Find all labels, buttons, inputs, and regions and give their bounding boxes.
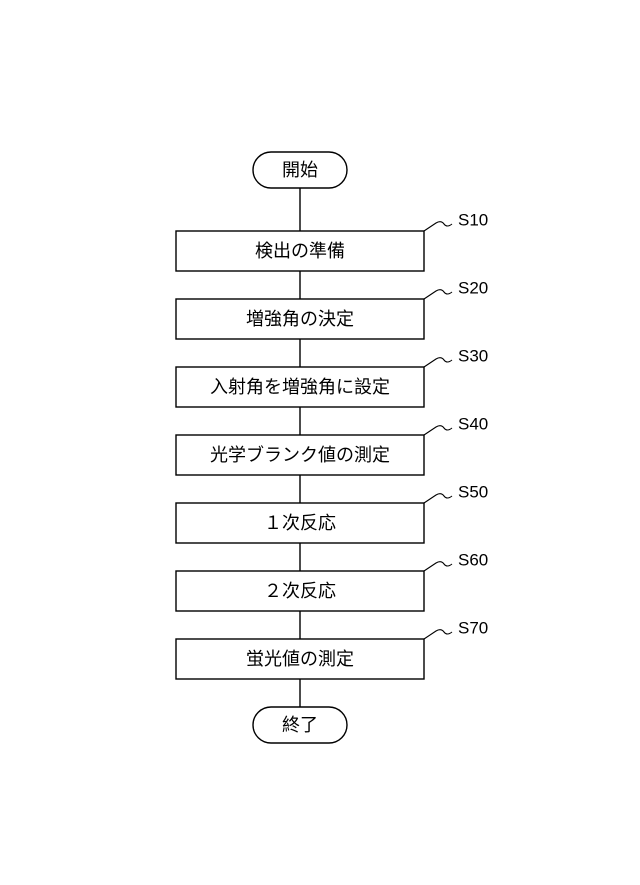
step-id: S20 [458,278,488,297]
flowchart-svg: 開始検出の準備 S10 増強角の決定 S20 入射角を増強角に設定 S30 光学ブランク値の… [0,0,640,885]
step-id: S60 [458,550,488,569]
process-label: ２次反応 [264,581,336,601]
process-step: ２次反応 [176,571,424,611]
step-id: S30 [458,346,488,365]
process-label: 蛍光値の測定 [246,649,354,669]
end-terminator: 終了 [253,707,347,743]
step-leader [424,630,452,639]
flowchart-page: { "flowchart": { "canvas": { "width": 64… [0,0,640,885]
process-label: １次反応 [264,513,336,533]
process-step: 検出の準備 [176,231,424,271]
step-leader [424,290,452,299]
step-leader [424,426,452,435]
process-label: 入射角を増強角に設定 [210,377,390,397]
process-label: 検出の準備 [255,241,345,261]
step-id: S70 [458,618,488,637]
end-label: 終了 [282,715,318,735]
process-step: 光学ブランク値の測定 [176,435,424,475]
process-label: 光学ブランク値の測定 [210,444,390,465]
step-leader [424,562,452,571]
step-id: S50 [458,482,488,501]
start-label: 開始 [282,160,318,180]
step-leader [424,358,452,367]
process-step: 蛍光値の測定 [176,639,424,679]
process-step: 増強角の決定 [176,299,424,339]
process-step: 入射角を増強角に設定 [176,367,424,407]
step-id: S40 [458,414,488,433]
process-label: 増強角の決定 [246,309,354,329]
step-id: S10 [458,210,488,229]
start-terminator: 開始 [253,152,347,188]
step-leader [424,222,452,231]
step-leader [424,494,452,503]
process-step: １次反応 [176,503,424,543]
